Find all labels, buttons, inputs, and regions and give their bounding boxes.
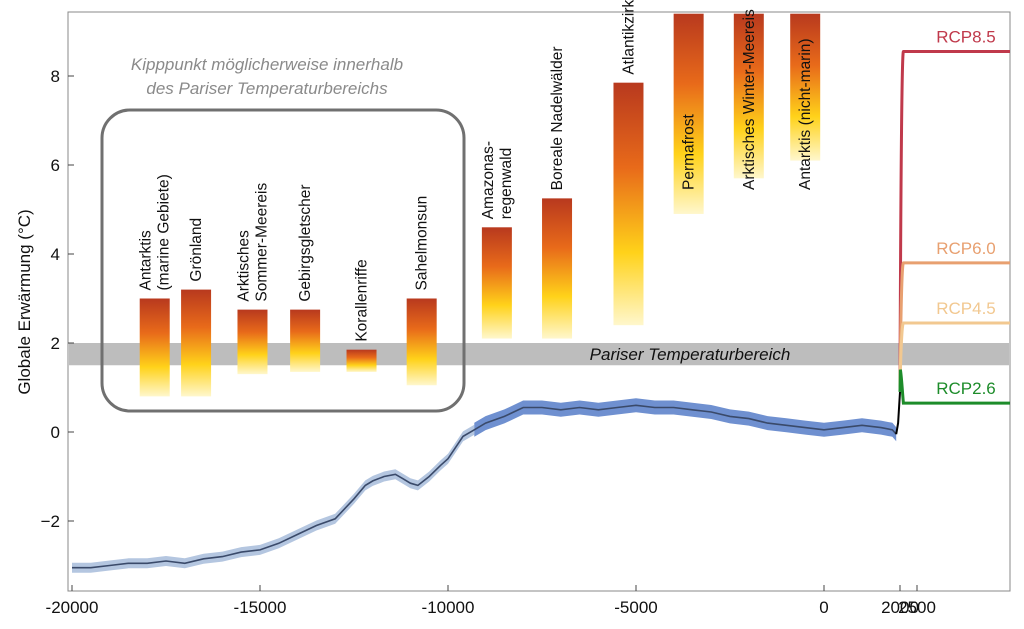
tipping-bar [733,13,764,179]
x-tick-label: -5000 [614,598,657,617]
tipping-bar [613,82,644,326]
rcp-label: RCP2.6 [936,379,996,398]
tipping-bar [406,298,437,386]
tipping-bar [139,298,170,397]
tipping-bar-label: Antarktis [138,230,155,291]
holocene-uncertainty-band [474,398,897,442]
tipping-bar [237,309,268,375]
rcp-line [898,50,1010,388]
tipping-bar-label: Korallenriffe [354,259,371,341]
tipping-bar [346,349,377,372]
tipping-bar-label: Arktisches [235,230,252,302]
tipping-bar-label: Permafrost [681,114,698,190]
tipping-bar-label: Gebirgsgletscher [297,184,314,301]
tipping-bar [181,289,212,397]
tipping-bar-label: (marine Gebiete) [156,174,173,290]
tipping-bar-label: Arktisches Winter-Meereis [741,9,758,190]
instrumental-line [895,391,901,435]
y-tick-label: 8 [51,67,60,86]
rcp-layer: RCP8.5 RCP6.0 RCP4.5 RCP2.6 [898,28,1010,405]
y-tick-label: −2 [41,512,60,531]
tipping-bar-label: Atlantikzirkulation [620,0,637,75]
paris-range-box [100,108,466,413]
rcp-line [898,261,1010,388]
tipping-bar-label: Sommer-Meereis [253,183,270,302]
tipping-bar [481,227,512,339]
rcp-line [898,369,1010,405]
tipping-bar-label: Grönland [188,218,205,282]
x-tick-label: 0 [819,598,828,617]
y-tick-label: 4 [51,245,60,264]
x-tick-label: -15000 [234,598,287,617]
temperature-series-layer [72,391,901,573]
x-tick-label: -10000 [422,598,475,617]
tipping-bar-label: Antarktis (nicht-marin) [797,38,814,190]
tipping-bar [290,309,321,372]
y-tick-label: 0 [51,423,60,442]
rcp-label: RCP6.0 [936,239,996,258]
box-note-line: des Pariser Temperaturbereichs [146,79,388,98]
tipping-bar [790,13,821,161]
paris-band-label: Pariser Temperaturbereich [590,345,791,364]
y-axis-title: Globale Erwärmung (°C) [15,209,34,394]
rcp-label: RCP4.5 [936,299,996,318]
x-tick-label: 2000 [881,598,919,617]
x-tick-label: -20000 [46,598,99,617]
tipping-bar-label: regenwald [498,148,515,220]
tipping-bar [673,13,704,214]
early-uncertainty-band [72,424,475,573]
tipping-bar-label: Sahelmonsun [414,196,431,291]
tipping-bar [542,198,573,339]
tipping-bar-label: Amazonas- [480,141,497,219]
box-note-line: Kipppunkt möglicherweise innerhalb [131,55,403,74]
tipping-bars-layer: Kipppunkt möglicherweise innerhalb des Pa… [100,0,821,413]
y-tick-label: 6 [51,156,60,175]
temperature-line [72,404,897,569]
tipping-bar-label: Boreale Nadelwälder [549,46,566,190]
y-tick-label: 2 [51,334,60,353]
rcp-label: RCP8.5 [936,28,996,47]
x-tick-label: 2500 [898,598,936,617]
plot-frame [67,11,1011,592]
